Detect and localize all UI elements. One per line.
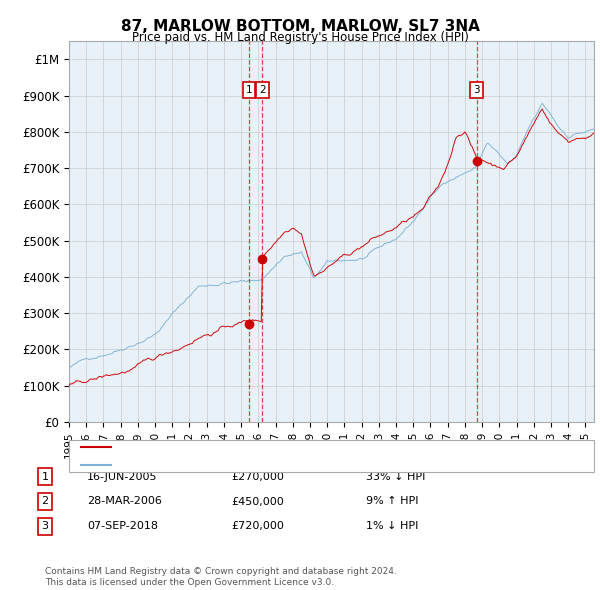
Text: 1: 1 <box>41 472 49 481</box>
Text: 1% ↓ HPI: 1% ↓ HPI <box>366 522 418 531</box>
Text: 87, MARLOW BOTTOM, MARLOW, SL7 3NA: 87, MARLOW BOTTOM, MARLOW, SL7 3NA <box>121 19 479 34</box>
Text: 1: 1 <box>246 85 253 95</box>
Text: 2: 2 <box>41 497 49 506</box>
Text: £270,000: £270,000 <box>231 472 284 481</box>
Text: 3: 3 <box>473 85 480 95</box>
Text: £450,000: £450,000 <box>231 497 284 506</box>
Text: 33% ↓ HPI: 33% ↓ HPI <box>366 472 425 481</box>
Text: 3: 3 <box>41 522 49 531</box>
Text: 2: 2 <box>259 85 266 95</box>
Text: 28-MAR-2006: 28-MAR-2006 <box>87 497 162 506</box>
Text: 9% ↑ HPI: 9% ↑ HPI <box>366 497 419 506</box>
Text: 16-JUN-2005: 16-JUN-2005 <box>87 472 157 481</box>
Text: Price paid vs. HM Land Registry's House Price Index (HPI): Price paid vs. HM Land Registry's House … <box>131 31 469 44</box>
Text: 07-SEP-2018: 07-SEP-2018 <box>87 522 158 531</box>
Text: 87, MARLOW BOTTOM, MARLOW, SL7 3NA (detached house): 87, MARLOW BOTTOM, MARLOW, SL7 3NA (deta… <box>117 442 431 452</box>
Text: £720,000: £720,000 <box>231 522 284 531</box>
Text: HPI: Average price, detached house, Buckinghamshire: HPI: Average price, detached house, Buck… <box>117 460 401 470</box>
Text: Contains HM Land Registry data © Crown copyright and database right 2024.: Contains HM Land Registry data © Crown c… <box>45 566 397 576</box>
Text: This data is licensed under the Open Government Licence v3.0.: This data is licensed under the Open Gov… <box>45 578 334 588</box>
